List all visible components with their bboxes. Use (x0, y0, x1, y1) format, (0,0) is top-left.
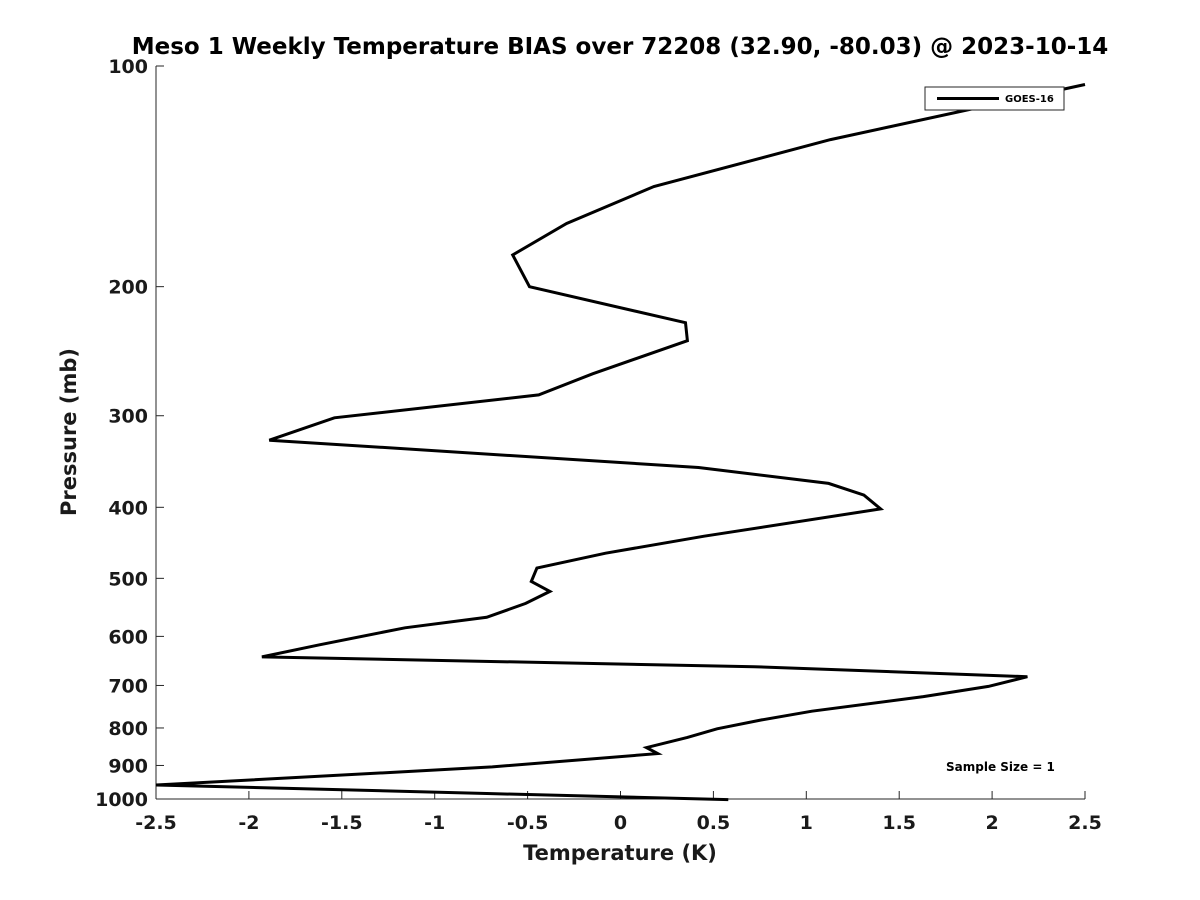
sample-size-note: Sample Size = 1 (946, 760, 1055, 774)
y-tick-label: 900 (108, 755, 148, 777)
x-tick-label: 0.5 (697, 812, 731, 834)
x-tick-label: 1.5 (882, 812, 916, 834)
y-tick-label: 200 (108, 277, 148, 299)
x-tick-label: 2.5 (1068, 812, 1102, 834)
legend: GOES-16 (924, 86, 1065, 111)
plot-area (156, 66, 1085, 799)
y-tick-label: 1000 (95, 789, 148, 811)
y-tick-label: 500 (108, 568, 148, 590)
x-tick-label: 2 (985, 812, 998, 834)
x-tick-label: 0 (614, 812, 627, 834)
series-line-goes-16 (155, 83, 1086, 802)
x-ticks: -2.5 -2 -1.5 -1 -0.5 0 0.5 1 1.5 2 2.5 (135, 791, 1102, 834)
legend-label-goes-16: GOES-16 (1005, 94, 1054, 105)
x-tick-label: 1 (800, 812, 813, 834)
x-tick-label: -1.5 (321, 812, 363, 834)
y-tick-label: 300 (108, 406, 148, 428)
chart-title: Meso 1 Weekly Temperature BIAS over 7220… (132, 34, 1109, 60)
y-ticks: 100 200 300 400 500 600 700 800 900 1000 (95, 56, 164, 811)
x-axis-title: Temperature (K) (523, 841, 717, 865)
y-tick-label: 400 (108, 497, 148, 519)
x-tick-label: -2.5 (135, 812, 177, 834)
x-tick-label: -2 (238, 812, 259, 834)
y-tick-label: 100 (108, 56, 148, 78)
series-group (155, 83, 1086, 802)
y-tick-label: 600 (108, 626, 148, 648)
y-axis-title: Pressure (mb) (57, 348, 81, 516)
x-tick-label: -1 (424, 812, 445, 834)
y-tick-label: 800 (108, 718, 148, 740)
y-tick-label: 700 (108, 675, 148, 697)
x-tick-label: -0.5 (507, 812, 549, 834)
